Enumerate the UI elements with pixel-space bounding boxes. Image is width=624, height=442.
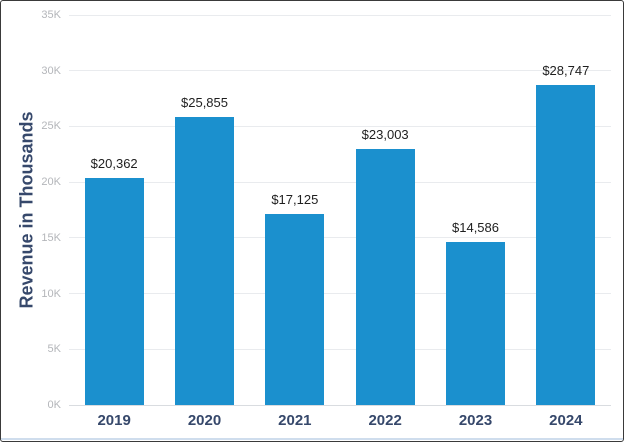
y-tick-label: 35K <box>41 9 61 21</box>
bar-value-label: $20,362 <box>90 156 138 172</box>
x-axis-label: 2019 <box>97 412 131 429</box>
y-tick-label: 15K <box>41 231 61 244</box>
gridline <box>69 70 611 72</box>
y-tick-label: 20K <box>41 176 61 189</box>
x-axis-label: 2020 <box>187 412 222 429</box>
x-axis-label: 2021 <box>278 412 312 429</box>
bar-value-label: $23,003 <box>361 126 409 142</box>
bar-2024[interactable] <box>536 84 596 405</box>
bar-2019[interactable] <box>84 178 144 405</box>
gridline <box>69 237 611 239</box>
bar-2021[interactable] <box>265 214 325 405</box>
x-axis-label: 2024 <box>549 412 583 429</box>
bar-value-label: $14,586 <box>452 220 499 236</box>
bar-value-label: $25,855 <box>181 94 228 110</box>
gridline <box>69 125 611 127</box>
y-tick-label: 5K <box>47 343 61 356</box>
bar-value-label: $28,747 <box>542 62 590 78</box>
bar-2022[interactable] <box>355 148 415 405</box>
y-tick-label: 10K <box>41 287 61 300</box>
bar-2023[interactable] <box>446 242 505 405</box>
gridline <box>69 348 611 350</box>
bar-value-label: $17,125 <box>271 192 319 208</box>
x-axis-label: 2022 <box>368 412 402 429</box>
gridline <box>69 181 611 183</box>
gridline <box>69 14 611 16</box>
y-tick-label: 25K <box>41 120 61 133</box>
x-axis-baseline <box>69 404 611 406</box>
x-axis-label: 2023 <box>458 412 493 429</box>
y-tick-label: 0K <box>47 399 61 411</box>
bar-2020[interactable] <box>175 116 234 405</box>
bottom-accent-line <box>1 438 623 440</box>
gridline <box>69 293 611 295</box>
y-tick-label: 30K <box>41 64 61 77</box>
